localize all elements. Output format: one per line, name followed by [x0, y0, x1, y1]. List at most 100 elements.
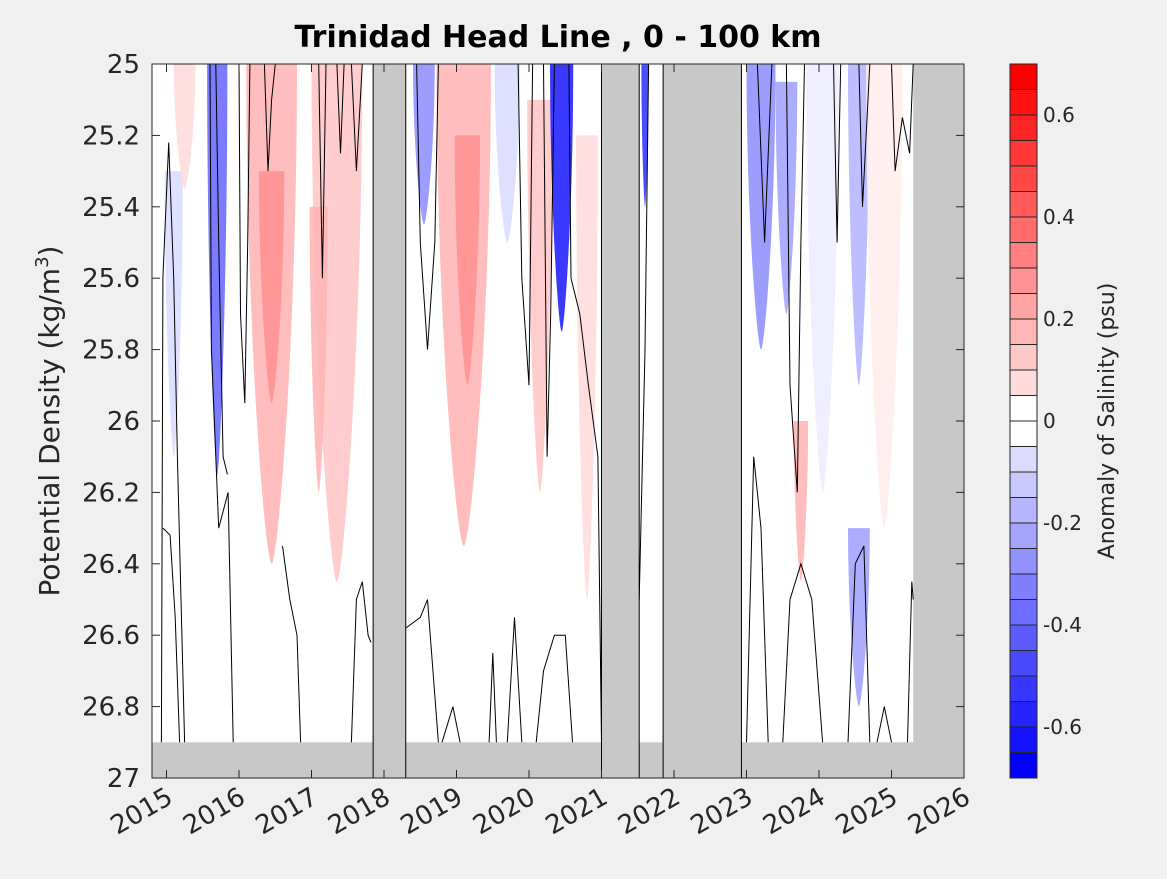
x-tick-label-9: 2024 [758, 782, 830, 841]
anomaly-patch-12 [550, 64, 574, 332]
x-tick-label-10: 2025 [831, 782, 903, 841]
data-gap-1 [601, 64, 640, 778]
y-tick-label-1: 25.2 [82, 121, 140, 151]
zero-contour-6 [282, 545, 302, 743]
x-tick-label-2: 2017 [251, 782, 323, 841]
colorbar-segment-9 [1010, 293, 1037, 320]
x-tick-label-5: 2020 [468, 782, 540, 841]
plot-area [151, 63, 965, 779]
colorbar-segment-11 [1010, 344, 1037, 371]
colorbar-segment-10 [1010, 319, 1037, 345]
colorbar-segment-7 [1010, 242, 1037, 269]
colorbar-tick-label-1: 0.4 [1043, 205, 1075, 229]
zero-contour-layer [160, 64, 914, 743]
colorbar-tick-label-3: 0 [1043, 409, 1056, 433]
zero-contour-12 [416, 64, 439, 350]
zero-contour-9 [350, 64, 363, 172]
y-tick-label-6: 26.2 [82, 478, 140, 508]
colorbar-tick-label-0: 0.6 [1043, 103, 1075, 127]
colorbar-segment-15 [1010, 446, 1037, 473]
zero-contour-26 [847, 545, 871, 743]
zero-contour-23 [782, 562, 824, 743]
y-axis-label-text: Potential Density (kg/m [33, 268, 66, 597]
y-tick-label-0: 25 [107, 50, 140, 80]
colorbar-segment-22 [1010, 625, 1037, 651]
colorbar-segment-19 [1010, 548, 1037, 575]
data-gap-2 [662, 64, 742, 778]
colorbar-segment-1 [1010, 89, 1037, 116]
anomaly-patch-16 [775, 81, 798, 314]
colorbar-segment-25 [1010, 701, 1037, 728]
zero-contour-2 [209, 64, 234, 743]
colorbar-segment-12 [1010, 370, 1037, 396]
colorbar-label: Anomaly of Salinity (psu) [1095, 283, 1120, 560]
zero-contour-30 [907, 581, 914, 743]
anomaly-patch-4 [258, 171, 285, 404]
colorbar-segment-6 [1010, 217, 1037, 243]
y-tick-label-7: 26.4 [82, 550, 140, 580]
colorbar-segment-13 [1010, 395, 1037, 422]
colorbar-segment-14 [1010, 421, 1037, 447]
anomaly-patch-10 [494, 64, 520, 243]
colorbar-segment-21 [1010, 599, 1037, 626]
y-tick-labels: 25 25.2 25.4 25.6 25.8 26 26.2 26.4 26.6 26.8 27 [82, 50, 140, 794]
anomaly-patch-9 [454, 135, 481, 386]
zero-contour-29 [891, 64, 914, 172]
zero-contour-19 [568, 64, 602, 743]
plot-frame [151, 63, 965, 779]
zero-contour-18 [535, 634, 573, 743]
zero-contour-5 [263, 64, 276, 172]
anomaly-patch-2 [173, 64, 196, 189]
y-tick-label-8: 26.6 [82, 621, 140, 651]
x-tick-label-7: 2022 [613, 782, 685, 841]
x-tick-label-4: 2019 [396, 782, 468, 841]
colorbar [1009, 63, 1038, 779]
x-tick-label-11: 2026 [903, 782, 975, 841]
anomaly-patch-7 [413, 64, 435, 225]
data-gap-layer [372, 64, 742, 778]
missing-data-layer [152, 64, 964, 778]
zero-contour-7 [318, 64, 327, 279]
zero-contour-24 [785, 64, 805, 493]
colorbar-segment-4 [1010, 166, 1037, 192]
colorbar-segment-8 [1010, 268, 1037, 294]
anomaly-patch-18 [806, 64, 839, 493]
zero-contour-21 [746, 456, 769, 743]
zero-contour-15 [506, 617, 523, 743]
no-data-bottom-band [152, 742, 964, 778]
colorbar-frame [1009, 63, 1038, 779]
colorbar-segment-26 [1010, 727, 1037, 753]
colorbar-segment-0 [1010, 64, 1037, 90]
y-tick-label-10: 27 [107, 764, 140, 794]
zero-contour-10 [350, 581, 372, 743]
zero-contour-8 [336, 64, 345, 154]
zero-contour-28 [876, 706, 892, 743]
y-axis-label-superscript: 3 [32, 256, 53, 267]
anomaly-patch-6 [309, 206, 328, 493]
anomaly-patch-13 [576, 135, 598, 600]
colorbar-segment-20 [1010, 574, 1037, 600]
y-tick-label-5: 26 [107, 407, 140, 437]
zero-contour-27 [858, 64, 871, 207]
zero-contour-17 [543, 64, 555, 457]
zero-contour-4 [238, 64, 251, 404]
colorbar-ticks: 0.6 0.4 0.2 0 -0.2 -0.4 -0.6 [1043, 103, 1082, 739]
no-data-recent [913, 64, 964, 778]
zero-contour-3 [215, 64, 228, 475]
x-tick-label-8: 2023 [686, 782, 758, 841]
y-tick-label-9: 26.8 [82, 693, 140, 723]
y-axis-label: Potential Density (kg/m3) [32, 246, 66, 597]
y-axis-label-close: ) [33, 246, 66, 257]
colorbar-segment-16 [1010, 472, 1037, 498]
colorbar-segment-23 [1010, 650, 1037, 677]
x-tick-labels: 2015 2016 2017 2018 2019 2020 2021 2022 2023 2024… [106, 782, 976, 841]
colorbar-segment-27 [1010, 752, 1037, 779]
chart-title: Trinidad Head Line , 0 - 100 km [294, 20, 821, 55]
zero-contour-20 [638, 64, 650, 600]
zero-contour-25 [833, 64, 842, 243]
anomaly-patch-19 [848, 64, 870, 386]
x-tick-label-1: 2016 [178, 782, 250, 841]
zero-contour-11 [405, 599, 439, 743]
colorbar-tick-label-5: -0.4 [1043, 613, 1082, 637]
